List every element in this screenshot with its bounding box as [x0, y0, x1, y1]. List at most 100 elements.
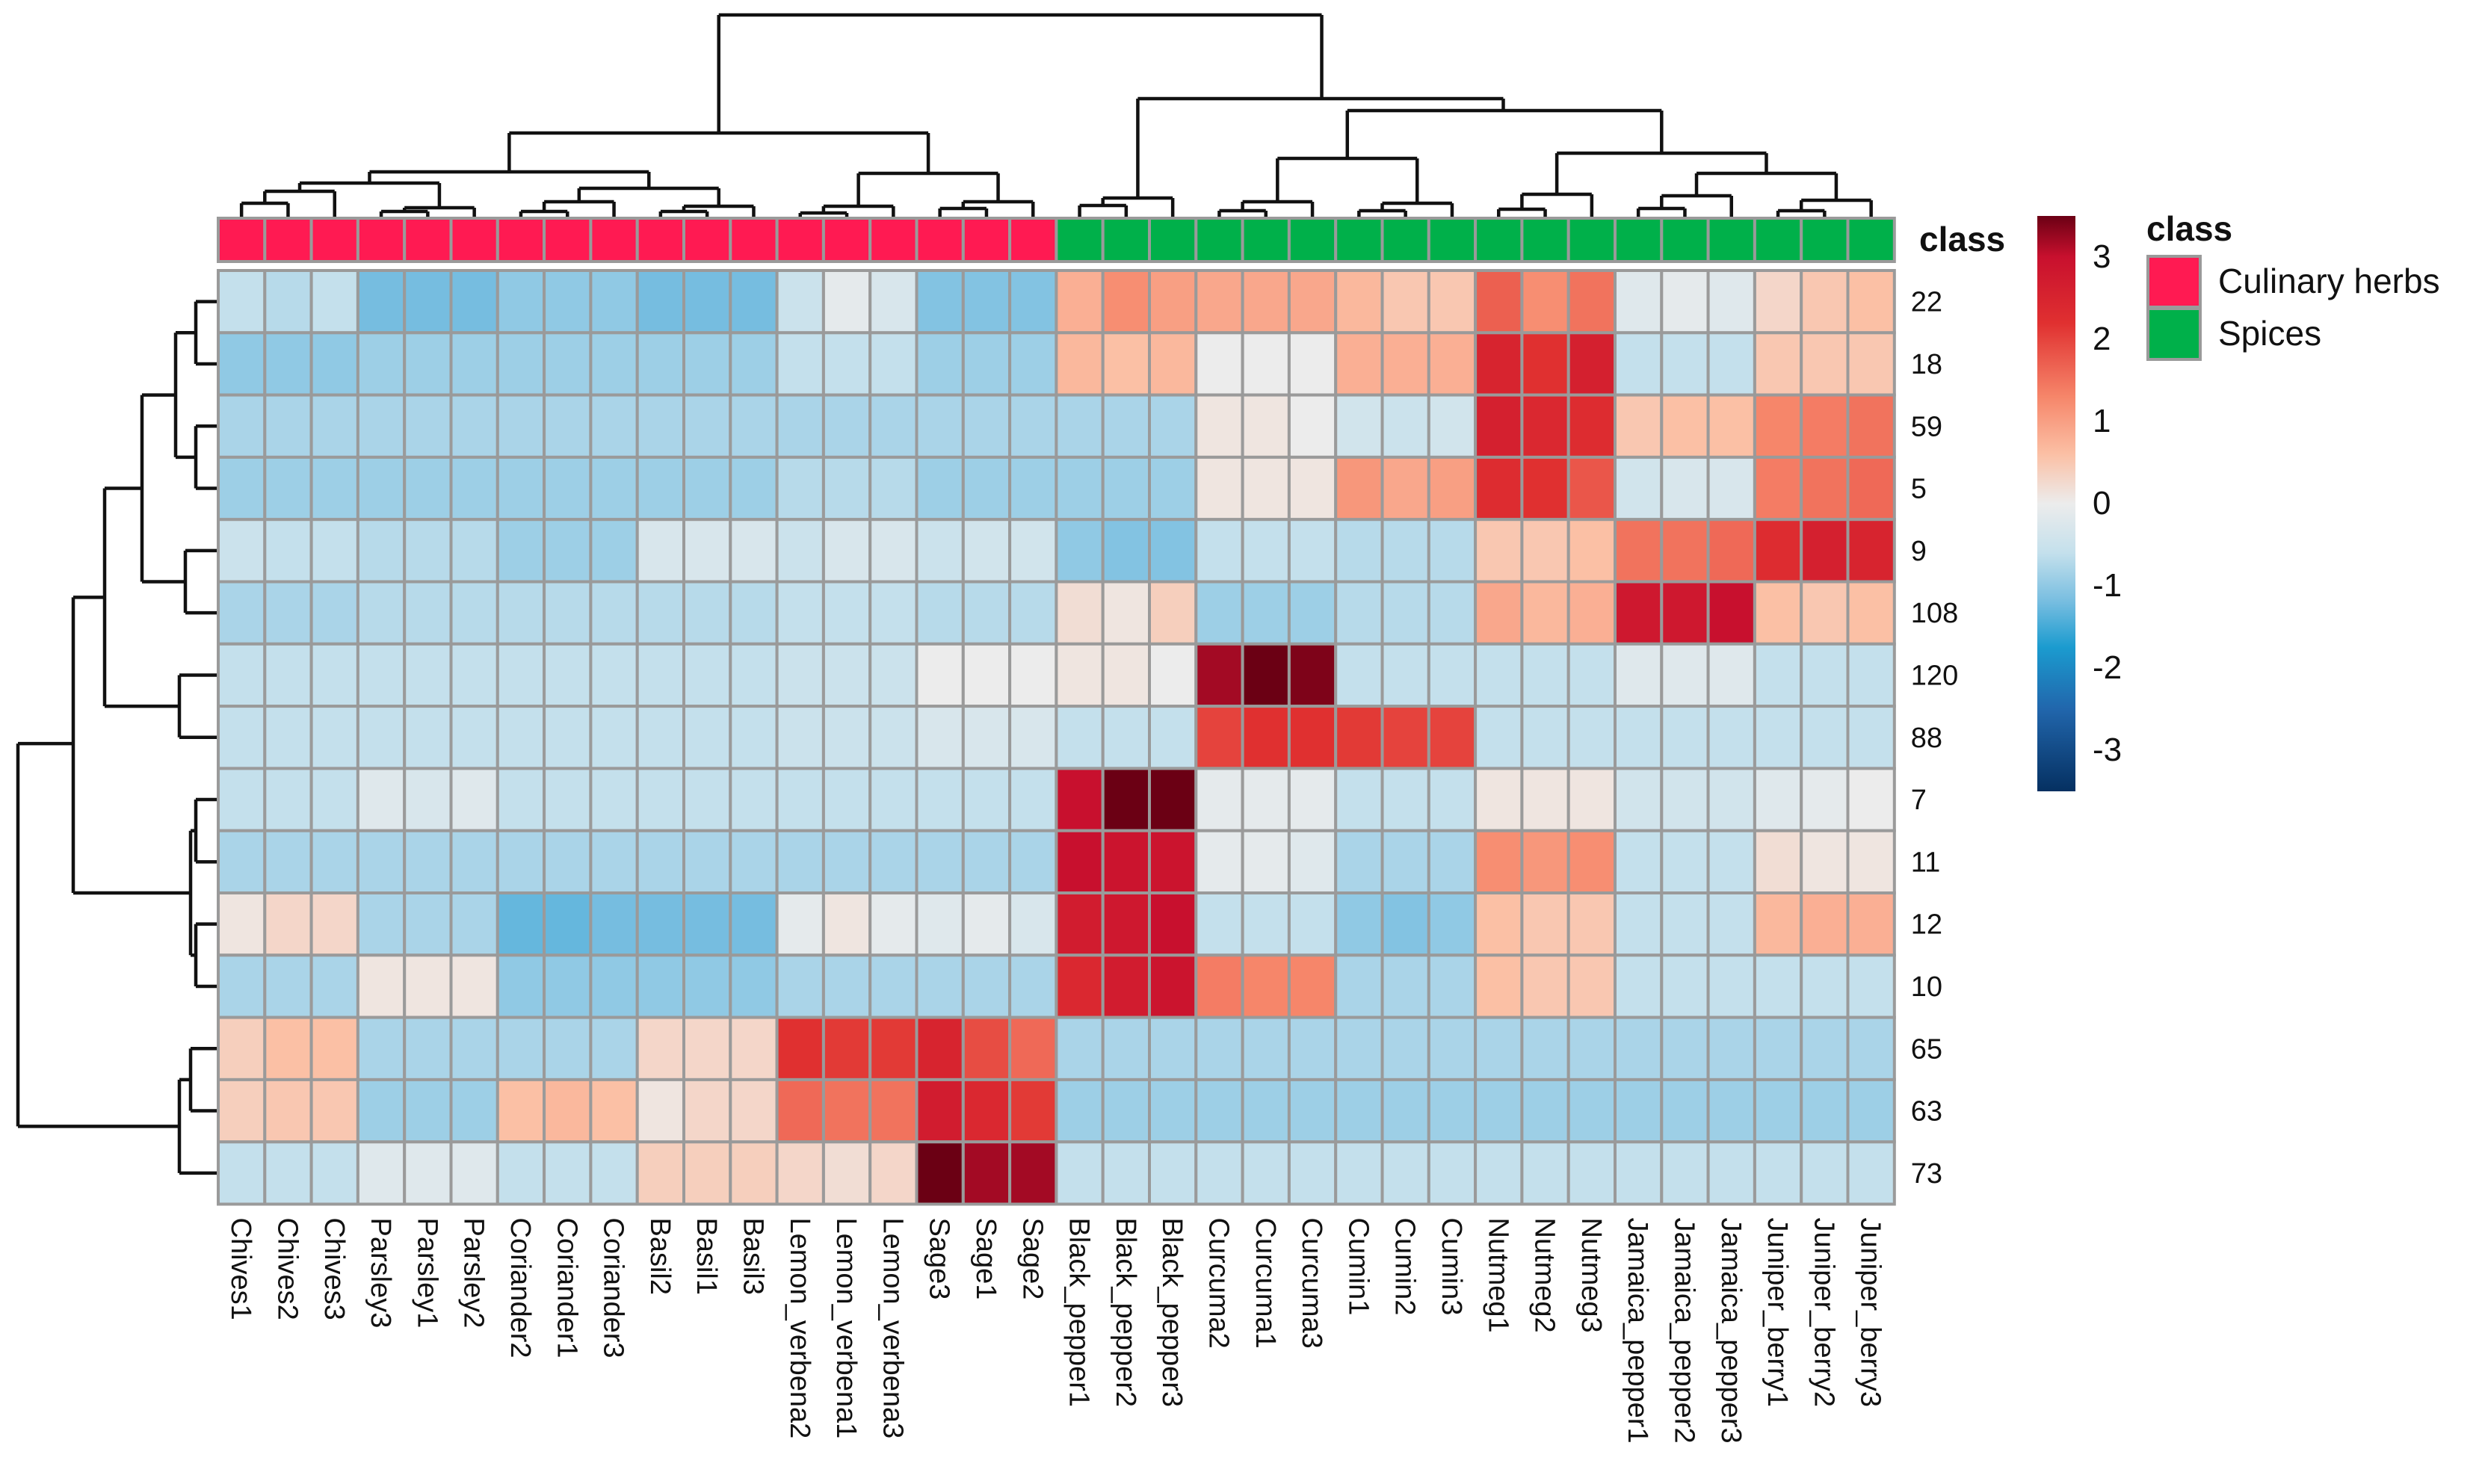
- heatmap-cell: [449, 953, 499, 1019]
- heatmap-cell: [1474, 580, 1524, 646]
- heatmap-cell: [915, 518, 965, 584]
- heatmap-cell: [1241, 331, 1291, 397]
- heatmap-cell: [1520, 829, 1570, 894]
- column-label: Parsley1: [411, 1218, 442, 1329]
- heatmap-cell: [635, 269, 686, 335]
- heatmap-cell: [682, 1078, 732, 1144]
- heatmap-cell: [1008, 518, 1058, 584]
- column-label: Sage1: [970, 1218, 1001, 1300]
- heatmap-cell: [635, 393, 686, 459]
- heatmap-cell: [961, 269, 1012, 335]
- heatmap-cell: [868, 580, 919, 646]
- heatmap-cell: [1334, 331, 1384, 397]
- heatmap-cell: [775, 1015, 825, 1081]
- heatmap-cell: [1194, 767, 1244, 832]
- heatmap-cell: [543, 393, 593, 459]
- heatmap-cell: [356, 1015, 407, 1081]
- heatmap-cell: [915, 1078, 965, 1144]
- heatmap-cell: [682, 705, 732, 770]
- color-scale-legend: 3 2 1 0 -1 -2 -3: [2037, 216, 2122, 791]
- heatmap-cell: [1101, 829, 1151, 894]
- heatmap-cell: [1055, 455, 1105, 522]
- heatmap-cell: [961, 767, 1012, 832]
- heatmap-cell: [309, 642, 359, 708]
- heatmap-cell: [495, 393, 546, 459]
- heatmap-cell: [1614, 580, 1664, 646]
- class-annotation-cell: [1008, 217, 1058, 263]
- heatmap-cell: [1520, 580, 1570, 646]
- heatmap-cell: [868, 1015, 919, 1081]
- heatmap-cell: [403, 1140, 453, 1206]
- heatmap-cell: [1566, 642, 1617, 708]
- heatmap-cell: [217, 1015, 267, 1081]
- heatmap-cell: [543, 891, 593, 957]
- heatmap-cell: [1753, 269, 1803, 335]
- heatmap-cell: [1380, 953, 1430, 1019]
- heatmap-cell: [729, 767, 779, 832]
- heatmap-cell: [1380, 1015, 1430, 1081]
- heatmap-cell: [1287, 518, 1338, 584]
- heatmap-cell: [1008, 331, 1058, 397]
- heatmap-cell: [1614, 393, 1664, 459]
- heatmap-cell: [961, 455, 1012, 522]
- heatmap-cell: [1566, 1140, 1617, 1206]
- heatmap-cell: [1334, 518, 1384, 584]
- heatmap-cell: [543, 331, 593, 397]
- heatmap-cell: [1055, 331, 1105, 397]
- heatmap-cell: [1380, 1078, 1430, 1144]
- heatmap-cell: [729, 953, 779, 1019]
- class-annotation-cell: [1241, 217, 1291, 263]
- class-annotation-cell: [1148, 217, 1198, 263]
- heatmap-cell: [589, 1015, 639, 1081]
- heatmap-cell: [1614, 269, 1664, 335]
- heatmap-cell: [1800, 455, 1850, 522]
- heatmap-cell: [1008, 393, 1058, 459]
- column-label: Juniper_berry3: [1855, 1218, 1886, 1407]
- heatmap-cell: [729, 455, 779, 522]
- heatmap-cell: [1148, 518, 1198, 584]
- heatmap-cell: [1194, 580, 1244, 646]
- heatmap-cell: [449, 580, 499, 646]
- heatmap-cell: [356, 269, 407, 335]
- heatmap-cell: [1520, 642, 1570, 708]
- heatmap-cell: [1008, 891, 1058, 957]
- class-annotation-cell: [1101, 217, 1151, 263]
- colorbar-gradient: [2037, 216, 2075, 791]
- column-label: Juniper_berry1: [1762, 1218, 1793, 1407]
- heatmap-cell: [635, 331, 686, 397]
- class-annotation-cell: [775, 217, 825, 263]
- heatmap-cell: [589, 891, 639, 957]
- heatmap-cell: [1427, 580, 1478, 646]
- heatmap-cell: [1660, 705, 1710, 770]
- heatmap-cell: [1614, 953, 1664, 1019]
- heatmap-cell: [635, 1015, 686, 1081]
- heatmap-cell: [1287, 953, 1338, 1019]
- column-label: Lemon_verbena3: [877, 1218, 908, 1439]
- heatmap-cell: [868, 1078, 919, 1144]
- heatmap-cell: [589, 269, 639, 335]
- heatmap-cell: [1800, 891, 1850, 957]
- heatmap-cell: [1474, 829, 1524, 894]
- heatmap-cell: [543, 705, 593, 770]
- heatmap-cell: [1241, 580, 1291, 646]
- heatmap-cell: [1241, 518, 1291, 584]
- heatmap-cell: [1287, 1140, 1338, 1206]
- heatmap-cell: [495, 518, 546, 584]
- heatmap-cell: [1660, 829, 1710, 894]
- heatmap-cell: [1101, 393, 1151, 459]
- heatmap-cell: [543, 1015, 593, 1081]
- heatmap-cell: [356, 1078, 407, 1144]
- heatmap-cell: [1660, 891, 1710, 957]
- column-dendrogram: [239, 13, 1873, 217]
- heatmap-cell: [1474, 393, 1524, 459]
- heatmap-cell: [1520, 1015, 1570, 1081]
- heatmap-cell: [775, 829, 825, 894]
- heatmap-cell: [1706, 642, 1756, 708]
- heatmap-cell: [403, 580, 453, 646]
- heatmap-cell: [1148, 393, 1198, 459]
- heatmap-cell: [1194, 269, 1244, 335]
- heatmap-cell: [1427, 642, 1478, 708]
- class-annotation-cell: [1660, 217, 1710, 263]
- heatmap-cell: [1800, 580, 1850, 646]
- heatmap-cell: [263, 767, 313, 832]
